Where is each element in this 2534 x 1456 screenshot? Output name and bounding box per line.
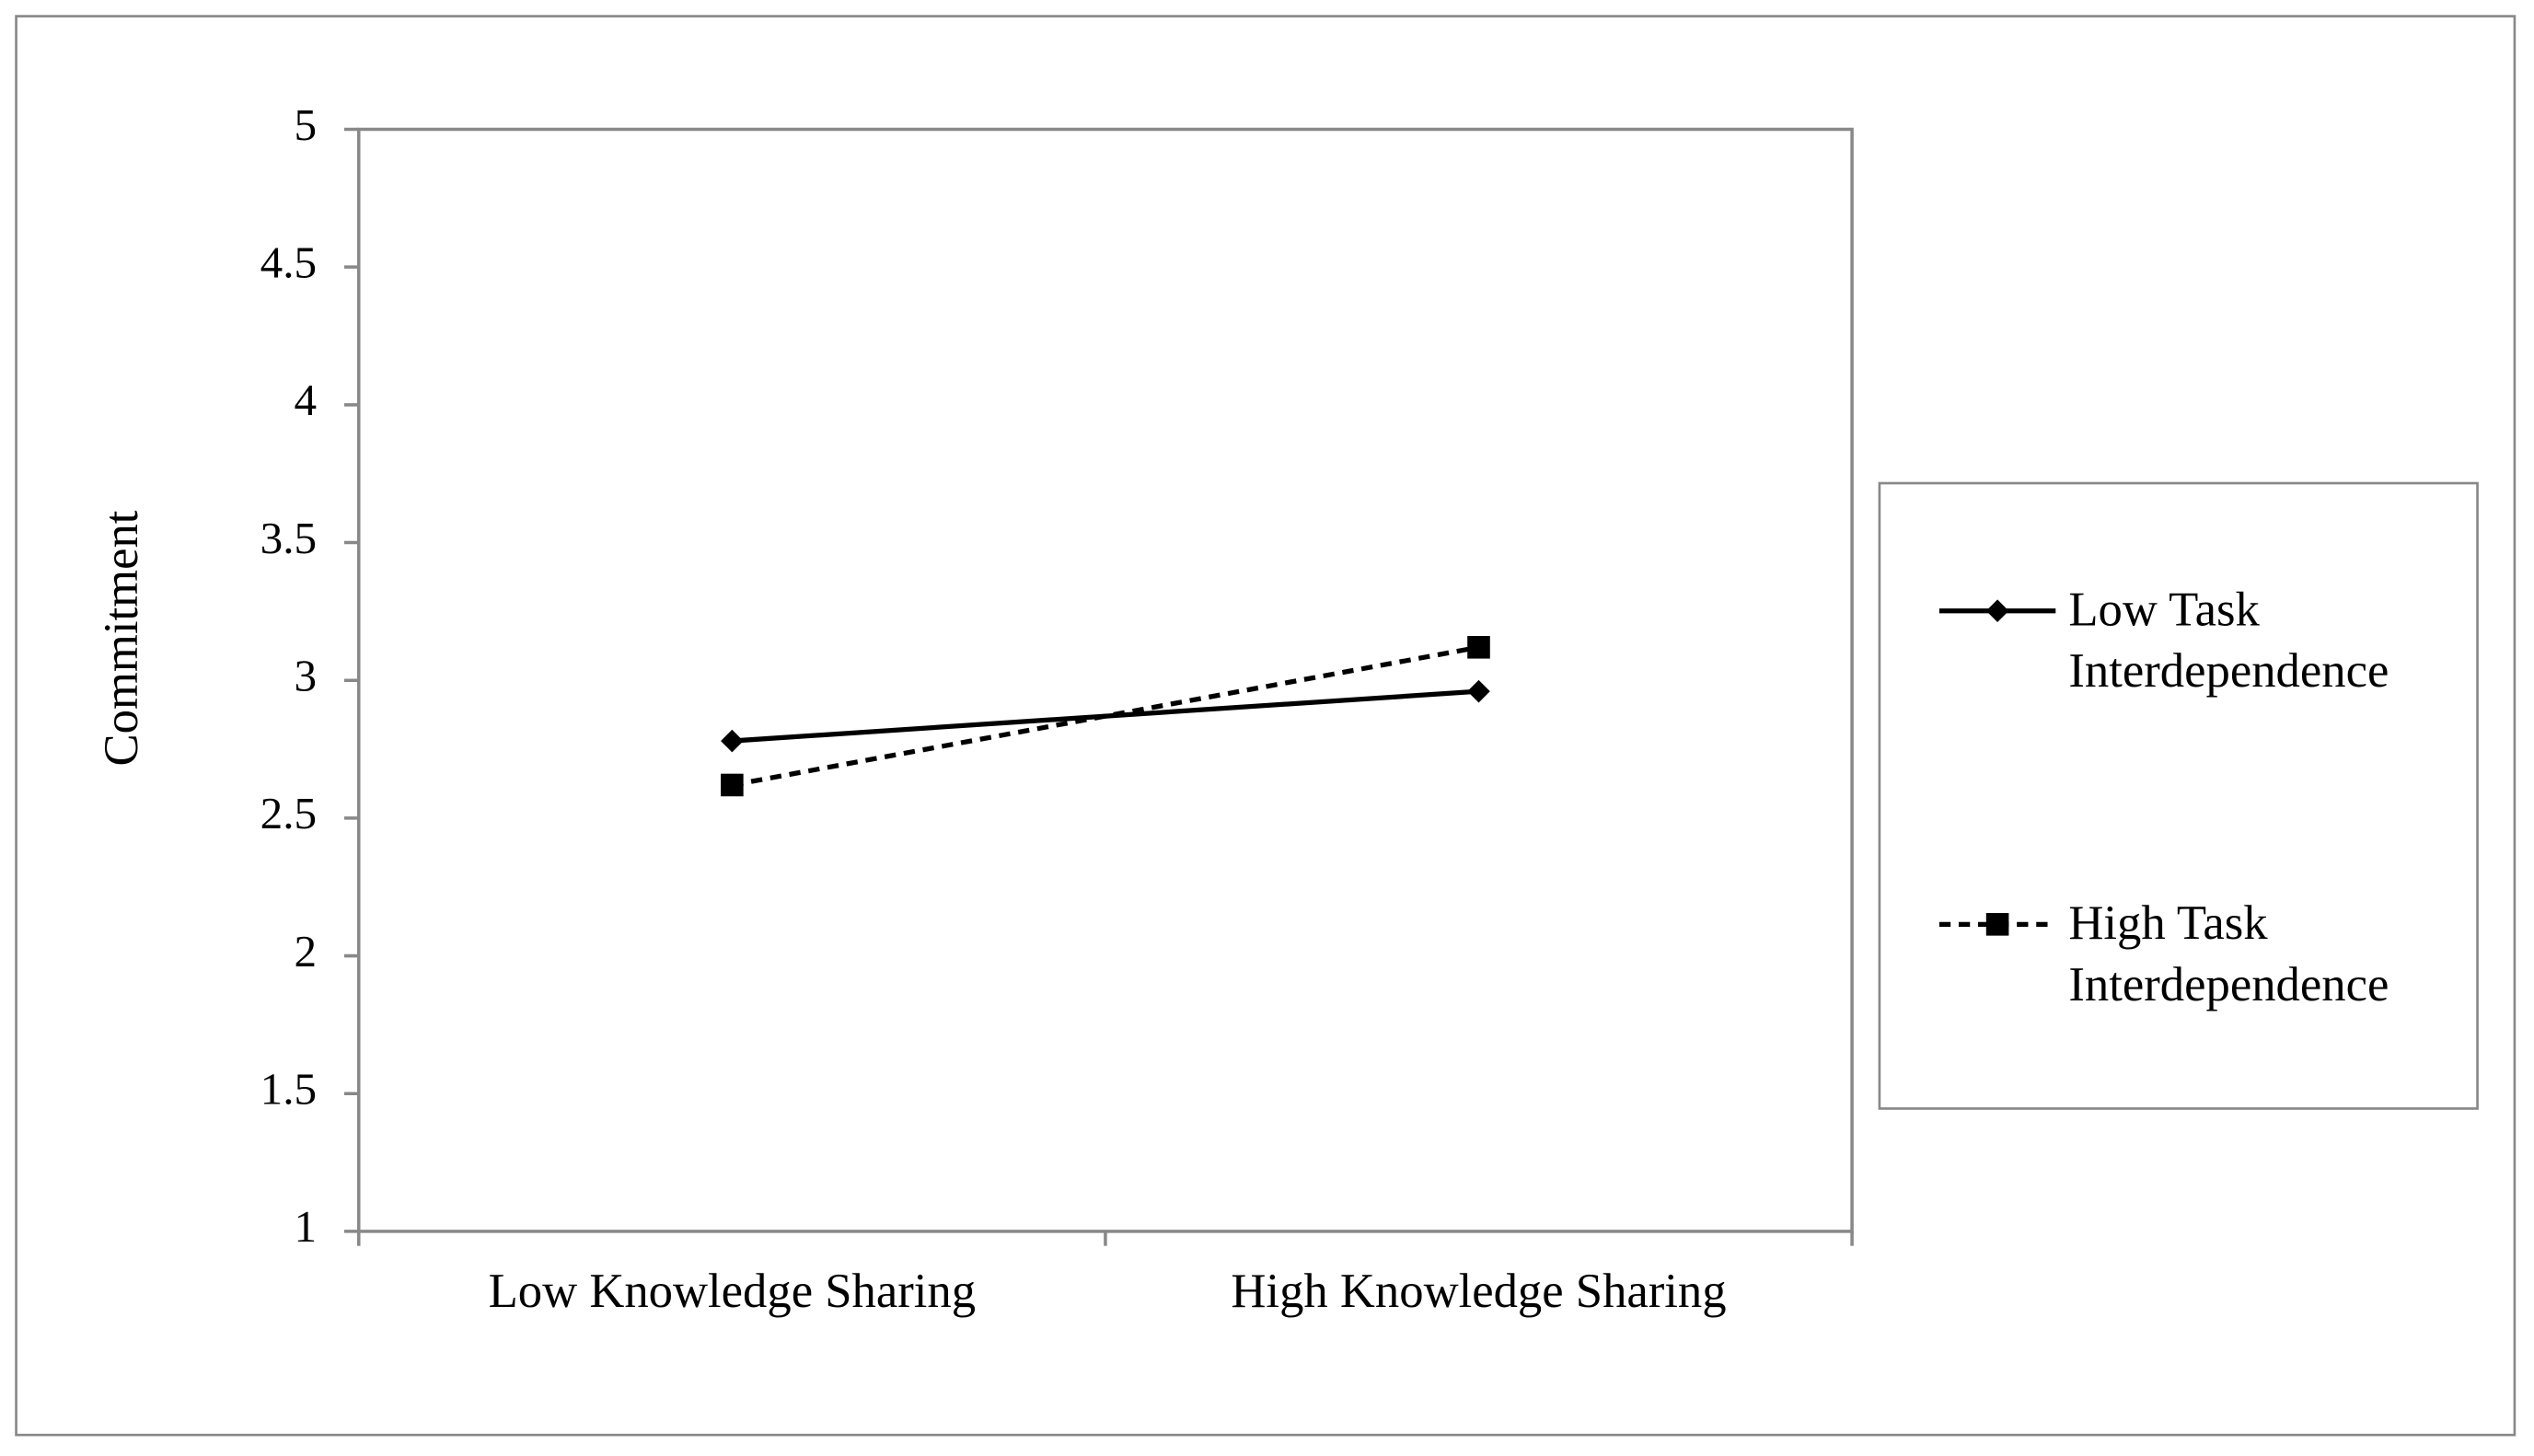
legend-entry: High Task Interdependence bbox=[2068, 896, 2389, 1012]
y-axis-label: Commitment bbox=[95, 510, 148, 766]
y-tick-label: 4.5 bbox=[260, 237, 317, 287]
marker bbox=[1985, 599, 2009, 622]
marker bbox=[1985, 913, 2009, 936]
legend-box bbox=[1878, 481, 2479, 1110]
y-tick-label: 2.5 bbox=[260, 788, 317, 838]
y-tick-label: 4 bbox=[295, 375, 318, 425]
y-tick-label: 3 bbox=[295, 650, 318, 700]
legend-entry: Low Task Interdependence bbox=[2068, 583, 2389, 699]
x-tick-label: High Knowledge Sharing bbox=[1231, 1265, 1726, 1318]
marker bbox=[721, 773, 744, 797]
y-tick-label: 1 bbox=[295, 1201, 318, 1252]
y-tick-label: 1.5 bbox=[260, 1064, 317, 1115]
series-line bbox=[731, 644, 1479, 788]
y-tick-label: 5 bbox=[295, 99, 318, 150]
y-tick-label: 3.5 bbox=[260, 513, 317, 563]
marker bbox=[1467, 635, 1490, 659]
x-tick-label: Low Knowledge Sharing bbox=[489, 1265, 976, 1318]
legend-label: High Task Interdependence bbox=[2068, 896, 2389, 1012]
y-tick-label: 2 bbox=[295, 926, 318, 976]
outer-border bbox=[15, 15, 2517, 1437]
legend-label: Low Task Interdependence bbox=[2068, 583, 2389, 699]
